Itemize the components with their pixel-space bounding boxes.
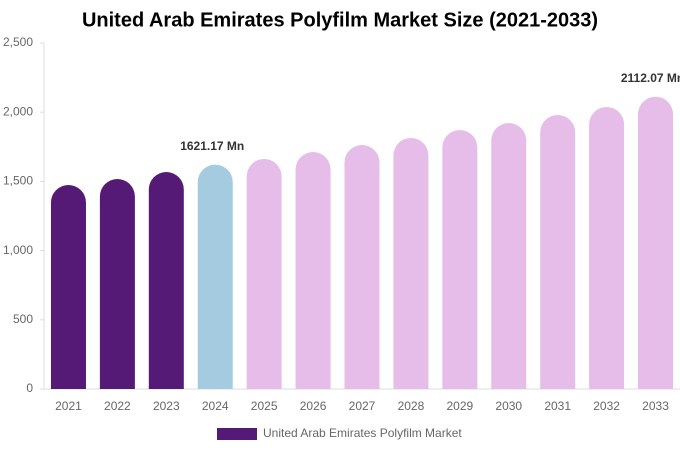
y-tick-label: 0 [26,381,33,395]
bar [589,106,625,390]
data-label: 2112.07 Mn [621,71,680,85]
y-tick-label: 500 [13,312,33,326]
x-tick-label: 2028 [398,399,425,413]
chart-title: United Arab Emirates Polyfilm Market Siz… [82,9,598,31]
x-tick-label: 2027 [349,399,376,413]
bar [50,184,86,389]
x-tick-label: 2029 [446,399,473,413]
data-label: 1621.17 Mn [180,139,244,153]
x-tick-label: 2033 [642,399,669,413]
x-tick-label: 2025 [251,399,278,413]
bar [491,122,527,390]
bar [442,130,478,390]
y-tick-label: 1,000 [3,243,33,257]
bar [246,158,282,389]
y-tick-label: 2,500 [3,35,33,49]
bar [295,152,331,389]
bar [99,179,135,389]
bar [393,137,429,389]
bar [344,145,380,389]
y-tick-label: 1,500 [3,174,33,188]
x-tick-label: 2031 [544,399,571,413]
x-tick-label: 2023 [153,399,180,413]
y-tick-label: 2,000 [3,104,33,118]
x-tick-label: 2024 [202,399,229,413]
bar [148,171,184,389]
legend-label: United Arab Emirates Polyfilm Market [263,426,462,440]
x-tick-label: 2032 [593,399,620,413]
bar [197,164,233,389]
x-tick-label: 2021 [55,399,82,413]
x-tick-label: 2026 [300,399,327,413]
bar [540,114,576,389]
x-tick-label: 2022 [104,399,131,413]
bar [638,96,674,389]
x-tick-label: 2030 [495,399,522,413]
legend-swatch [217,428,257,440]
